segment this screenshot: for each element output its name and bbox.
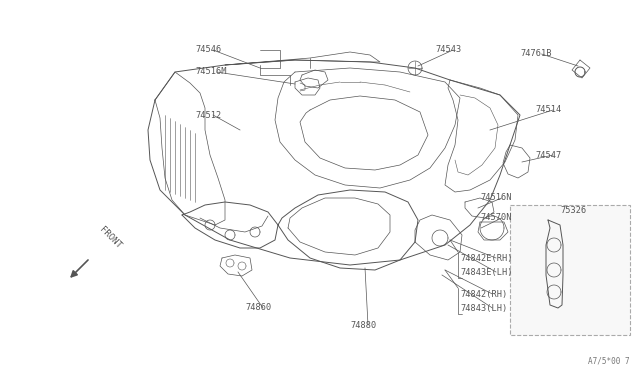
Text: 74570N: 74570N bbox=[480, 214, 511, 222]
Text: 74543: 74543 bbox=[435, 45, 461, 55]
Text: 74514: 74514 bbox=[535, 106, 561, 115]
Text: 74516M: 74516M bbox=[195, 67, 227, 77]
Text: 74512: 74512 bbox=[195, 110, 221, 119]
Text: 74842E(RH): 74842E(RH) bbox=[460, 253, 513, 263]
Text: A7/5*00 7: A7/5*00 7 bbox=[588, 357, 630, 366]
Bar bbox=[510, 205, 630, 335]
Text: 74880: 74880 bbox=[350, 321, 376, 330]
Text: 75326: 75326 bbox=[560, 206, 586, 215]
Text: 74860: 74860 bbox=[245, 304, 271, 312]
Text: 74547: 74547 bbox=[535, 151, 561, 160]
Text: 74843E(LH): 74843E(LH) bbox=[460, 267, 513, 276]
Text: FRONT: FRONT bbox=[98, 225, 124, 250]
Text: 74842(RH): 74842(RH) bbox=[460, 289, 508, 298]
Text: 74761B: 74761B bbox=[520, 49, 552, 58]
Text: 74843(LH): 74843(LH) bbox=[460, 304, 508, 312]
Text: 74516N: 74516N bbox=[480, 193, 511, 202]
Text: 74546: 74546 bbox=[195, 45, 221, 55]
